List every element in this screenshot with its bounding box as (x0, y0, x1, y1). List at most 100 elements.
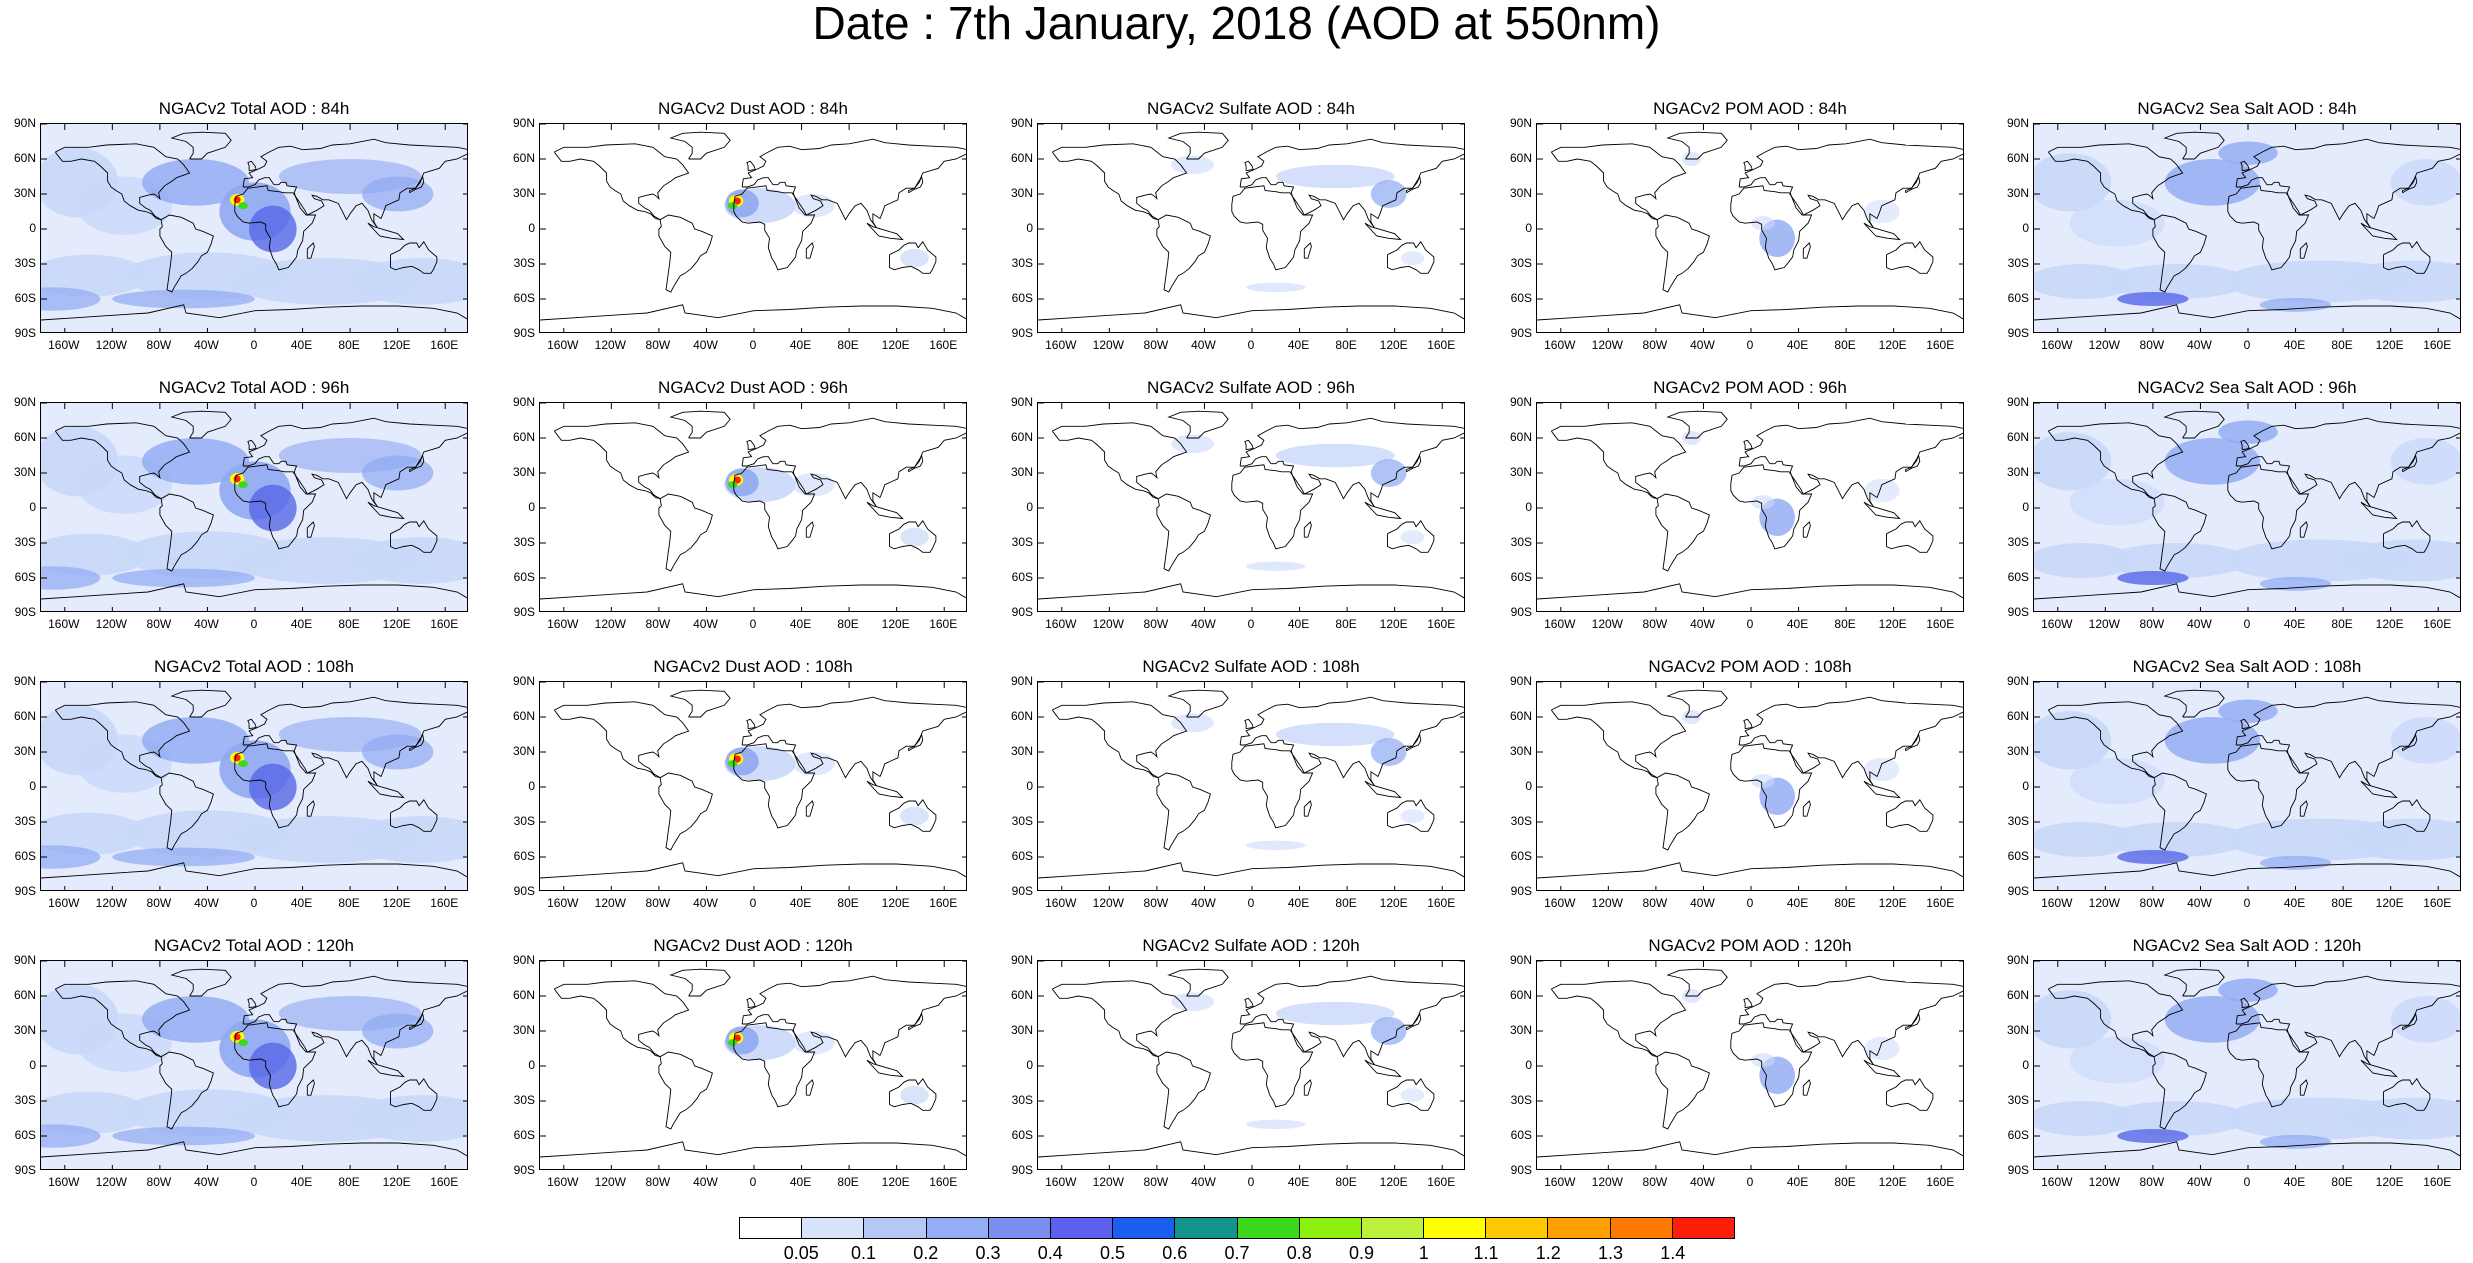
coastline (866, 222, 904, 241)
coastline (669, 131, 731, 160)
lat-label: 30S (14, 256, 36, 270)
coastline (2240, 439, 2250, 451)
lat-label: 30N (13, 1023, 36, 1037)
map-panel-dust: NGACv2 Dust AOD : 108h 90N 60N 30N 0 30S 60S 90… (513, 657, 967, 909)
coastline (1730, 743, 1813, 829)
map-svg (1038, 403, 1464, 611)
aod-plume (238, 481, 248, 489)
map-panel-pom: NGACv2 POM AOD : 120h 90N 60N 30N 0 30S 60S 90S… (1510, 936, 1964, 1188)
aod-plume (2069, 478, 2165, 526)
aod-plume (2117, 571, 2189, 585)
aod-plume (238, 202, 248, 210)
coastline (1167, 968, 1229, 997)
lat-label: 60S (2007, 849, 2029, 863)
lat-label: 60N (512, 988, 535, 1002)
lon-label: 0 (2243, 896, 2251, 910)
aod-plume (2034, 711, 2112, 770)
lat-label: 0 (29, 221, 36, 235)
coastline (1387, 520, 1435, 553)
lon-label: 80E (837, 896, 859, 910)
lat-label: 60S (14, 849, 36, 863)
lat-label: 90S (513, 1163, 535, 1177)
lon-label: 40E (789, 896, 812, 910)
lat-label: 90S (1510, 884, 1532, 898)
lat-label: 30S (2007, 256, 2029, 270)
lat-label: 60S (1011, 570, 1033, 584)
aod-plume (2034, 432, 2112, 491)
coastline (54, 422, 191, 500)
coastline (2240, 718, 2250, 730)
coastline (409, 453, 425, 473)
coastline (1156, 493, 1211, 572)
lat-label: 30S (1510, 535, 1532, 549)
map-panel-title: NGACv2 Total AOD : 120h (153, 936, 354, 955)
map-svg (1537, 682, 1963, 890)
coastline (1863, 222, 1901, 241)
lon-label: 40E (789, 1175, 812, 1189)
lon-label: 120W (95, 338, 127, 352)
map-panel-total: NGACv2 Total AOD : 96h 90N 60N 30N 0 30S 60S 90… (14, 378, 468, 630)
coastline (1743, 160, 1753, 172)
lat-label: 30S (513, 535, 535, 549)
map-panel-title: NGACv2 POM AOD : 96h (1653, 378, 1847, 397)
coastline (2299, 800, 2308, 817)
coastline (242, 417, 467, 508)
aod-plume (727, 1039, 738, 1047)
coastline (553, 980, 690, 1058)
coastline (741, 696, 966, 787)
coastline (805, 1079, 814, 1096)
coastline (658, 493, 713, 572)
lat-label: 90N (2006, 116, 2029, 130)
aod-plume (1246, 282, 1306, 292)
map-frame (1536, 402, 1964, 612)
coastline (159, 493, 214, 572)
coastline (2163, 410, 2225, 439)
lon-label: 0 (749, 896, 757, 910)
coastline (234, 743, 317, 829)
lat-label: 90S (1011, 884, 1033, 898)
coastline (1905, 1011, 1921, 1031)
lon-label: 0 (2243, 1175, 2251, 1189)
lat-label: 30N (2006, 1023, 2029, 1037)
lat-label: 30N (1509, 465, 1532, 479)
lon-label: 160W (547, 896, 579, 910)
colorbar-label: 0.1 (850, 1243, 877, 1263)
colorbar-swatch (1548, 1218, 1611, 1238)
lon-label: 120W (1591, 1175, 1623, 1189)
aod-plume (2218, 141, 2278, 165)
aod-plume (1863, 757, 1900, 782)
lon-label: 80W (1642, 338, 1668, 352)
aod-plume (2259, 1134, 2332, 1149)
coastline (1244, 718, 1254, 730)
coastline (367, 222, 405, 241)
coastline (1550, 980, 1687, 1058)
coastline (1364, 222, 1402, 241)
colorbar-swatch (1486, 1218, 1549, 1238)
lon-label: 160W (547, 617, 579, 631)
aod-plume (350, 258, 467, 305)
lat-label: 90S (513, 605, 535, 619)
lon-label: 80W (146, 617, 172, 631)
lon-label: 80W (1642, 896, 1668, 910)
aod-plume (1275, 164, 1395, 189)
aod-plume (1751, 495, 1775, 510)
aod-plume (2218, 978, 2278, 1002)
aod-plume (362, 455, 434, 491)
coastline (234, 464, 317, 550)
map-svg (540, 961, 966, 1169)
lon-label: 160E (430, 1175, 459, 1189)
colorbar-label: 0.2 (913, 1243, 939, 1263)
lon-label: 120W (594, 617, 626, 631)
lat-label: 0 (29, 500, 36, 514)
lon-label: 80W (1143, 338, 1169, 352)
coastline (306, 521, 315, 538)
map-frame (539, 123, 967, 333)
lat-label: 0 (29, 779, 36, 793)
colorbar-swatch (802, 1218, 865, 1238)
coastline (1905, 453, 1921, 473)
coastline (170, 689, 232, 718)
lat-label: 0 (2022, 779, 2029, 793)
lon-label: 40W (1690, 1175, 1715, 1189)
coastline (658, 1051, 713, 1130)
lon-label: 160E (929, 1175, 958, 1189)
